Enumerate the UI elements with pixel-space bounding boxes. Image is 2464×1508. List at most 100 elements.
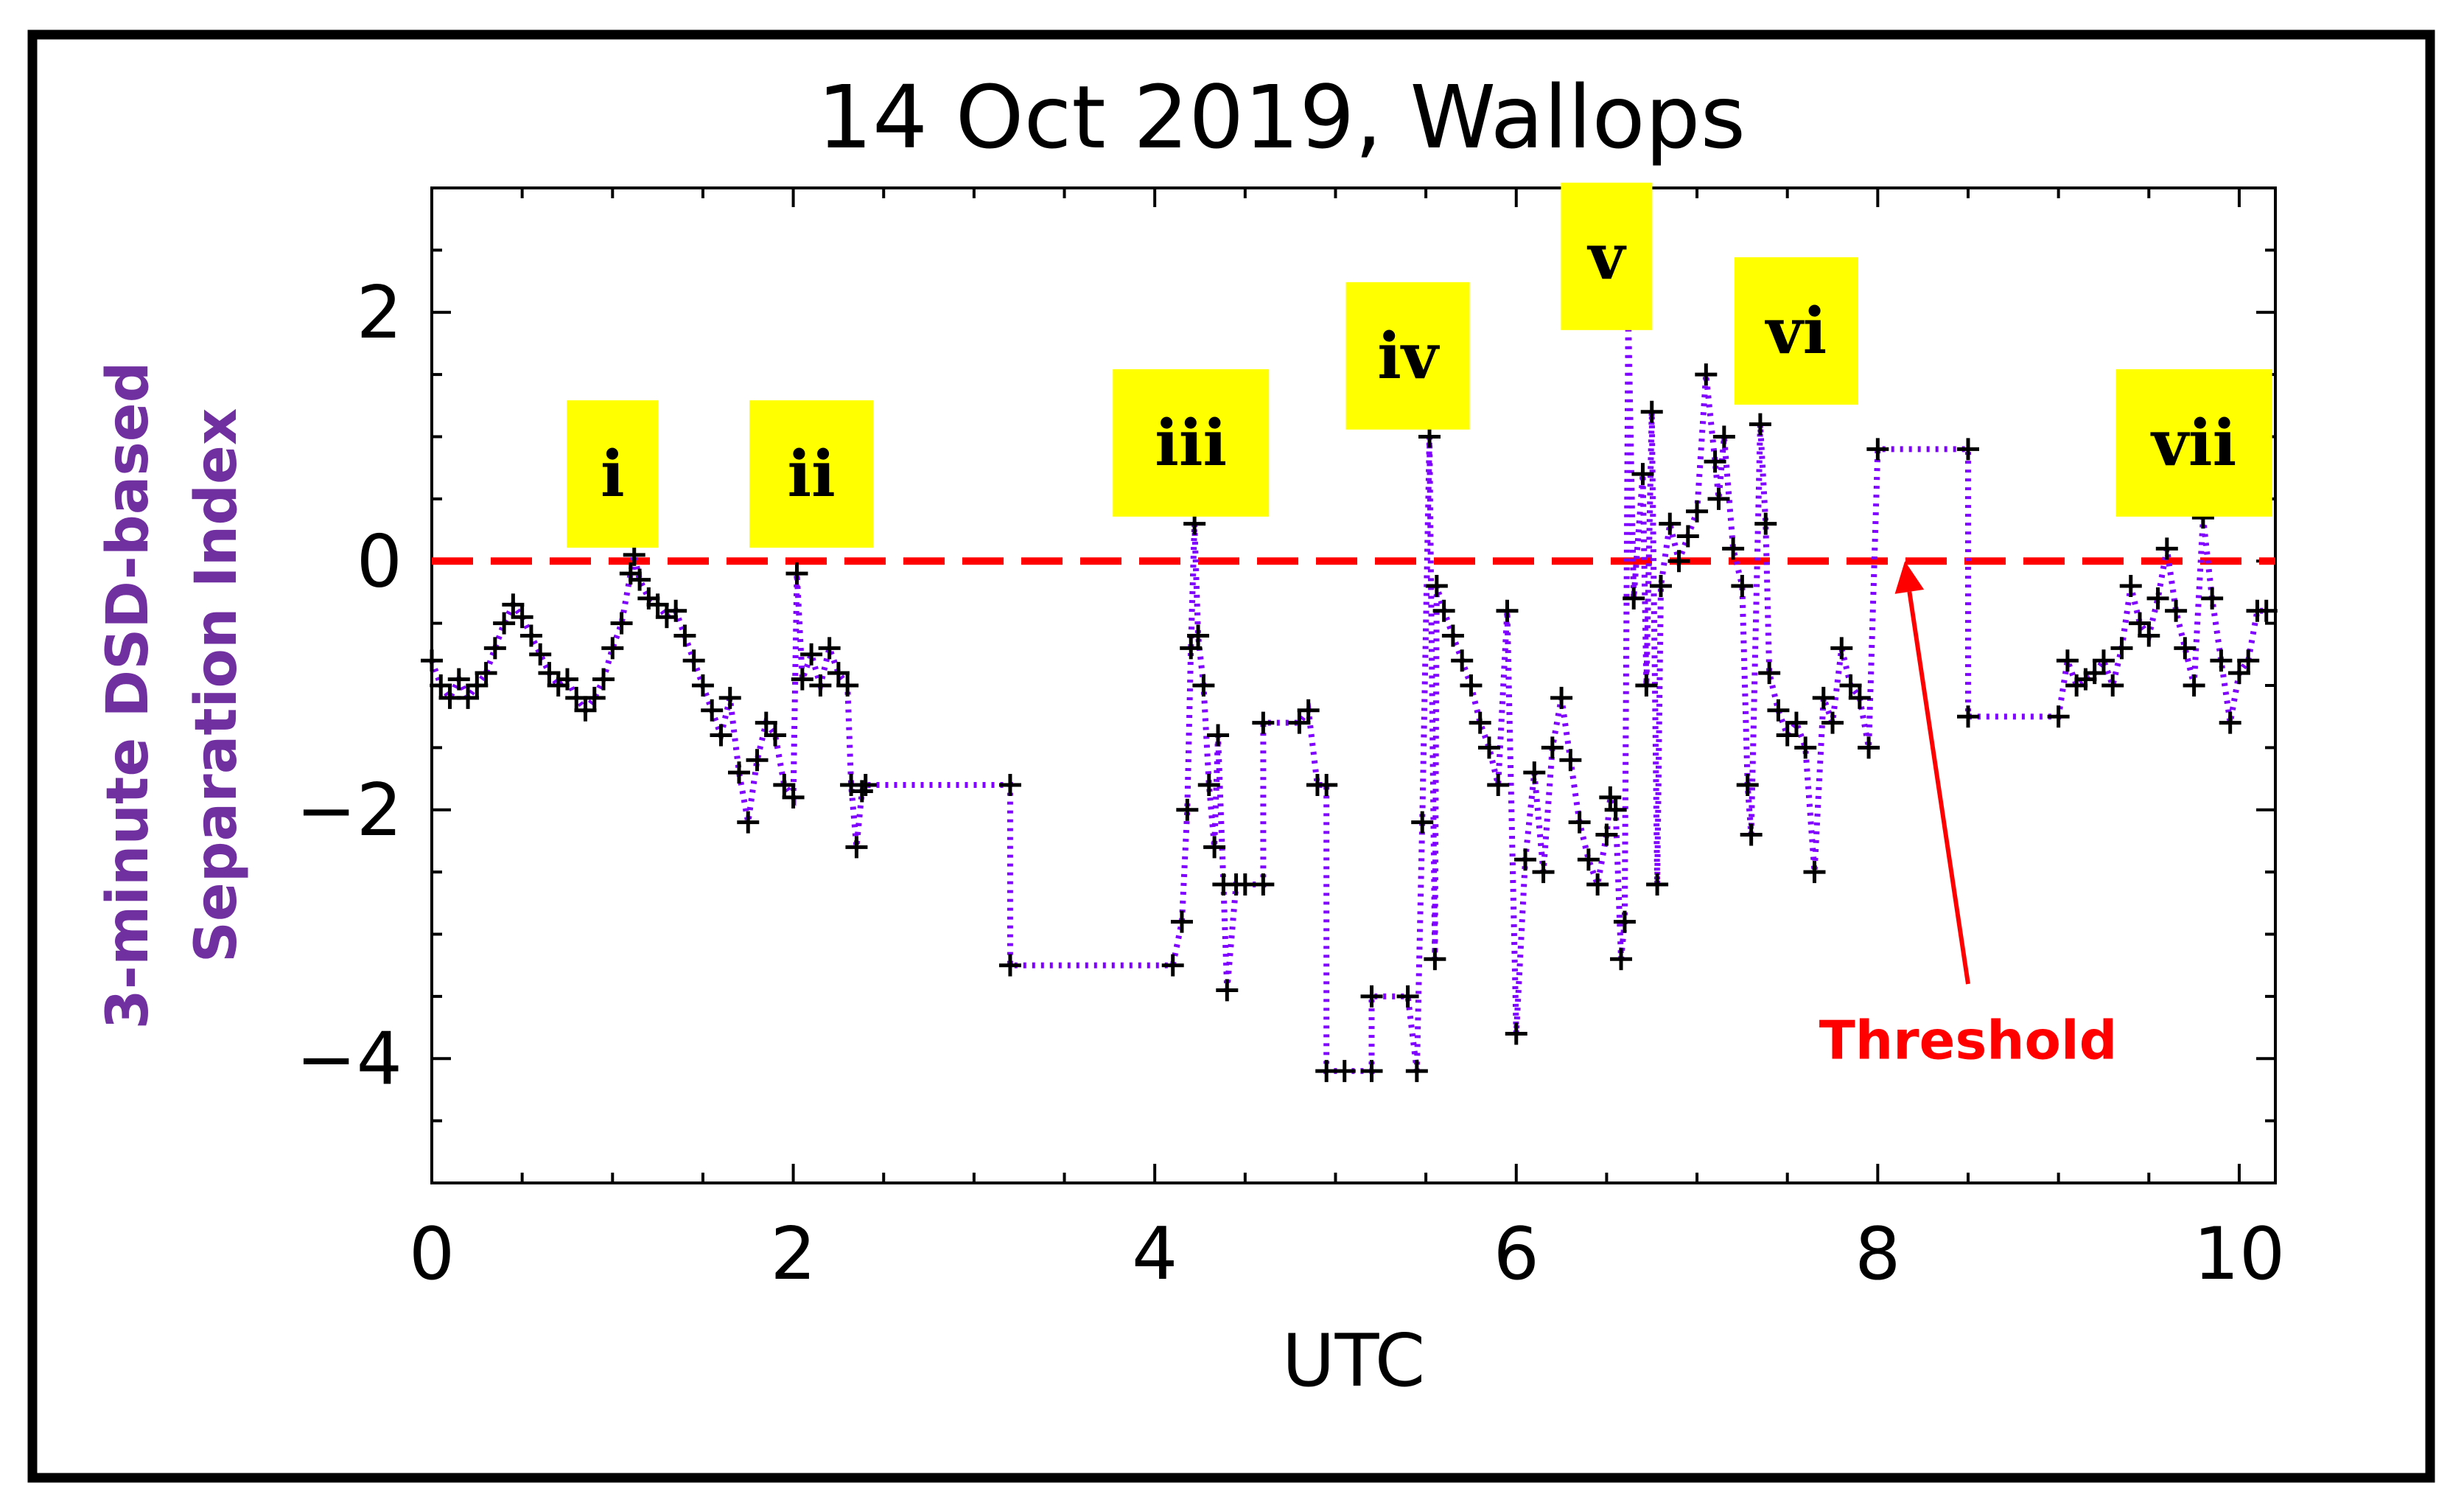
data-point <box>421 649 443 672</box>
data-point <box>1957 438 1979 461</box>
data-point <box>1469 711 1491 734</box>
y-tick-label: 2 <box>357 271 402 355</box>
data-point <box>1441 624 1464 647</box>
annotation-box <box>567 400 659 548</box>
data-point <box>673 624 696 647</box>
data-point <box>1405 1060 1428 1083</box>
y-axis-label: 3-minute DSD-based Separation Index <box>95 341 250 1029</box>
annotation-box <box>1734 257 1858 405</box>
data-point <box>1957 705 1979 728</box>
data-point <box>1432 599 1455 622</box>
data-point <box>2056 649 2079 672</box>
data-point <box>845 836 868 859</box>
data-point <box>998 954 1021 977</box>
annotation-vi: vi <box>1734 257 1858 405</box>
data-point <box>1541 736 1564 759</box>
data-point <box>1676 525 1699 548</box>
data-point <box>701 699 724 722</box>
data-point <box>1667 550 1690 573</box>
data-point <box>1858 736 1880 759</box>
data-point <box>646 593 669 616</box>
annotation-box <box>749 400 874 548</box>
annotation-vii: vii <box>2115 369 2272 517</box>
data-point <box>592 668 615 691</box>
data-point <box>827 662 850 685</box>
y-axis-label-line2: Separation Index <box>183 408 250 963</box>
data-point <box>1803 861 1826 884</box>
data-point <box>1424 948 1446 971</box>
data-point <box>1821 711 1844 734</box>
data-point <box>1505 1022 1527 1045</box>
data-point <box>2110 637 2133 660</box>
series-markers <box>421 301 2278 1083</box>
data-point <box>2092 649 2115 672</box>
data-point <box>493 612 516 635</box>
data-point <box>519 624 542 647</box>
data-point <box>1736 774 1759 796</box>
x-axis-label: UTC <box>1282 1319 1425 1403</box>
data-point <box>2146 587 2169 610</box>
annotation-label: iii <box>1155 406 1227 481</box>
annotation-label: v <box>1586 220 1627 294</box>
data-point <box>2138 624 2160 647</box>
x-tick-label: 6 <box>1494 1212 1539 1296</box>
data-point <box>629 568 651 591</box>
data-point <box>1599 786 1622 809</box>
data-point <box>1496 599 1519 622</box>
data-point <box>710 724 732 747</box>
x-tick-label: 2 <box>770 1212 816 1296</box>
data-point <box>430 674 452 697</box>
data-point <box>800 643 823 666</box>
data-point <box>1839 674 1862 697</box>
data-point <box>1180 637 1203 660</box>
data-point <box>556 668 578 691</box>
x-tick-label: 10 <box>2194 1212 2286 1296</box>
data-point <box>1396 985 1419 1008</box>
data-point <box>1252 873 1275 896</box>
data-point <box>1740 823 1763 846</box>
data-point <box>1722 537 1745 560</box>
threshold-arrowhead <box>1894 561 1925 594</box>
data-point <box>737 811 760 834</box>
data-point <box>529 643 552 666</box>
data-point <box>1514 848 1537 871</box>
annotation-i: i <box>567 400 659 548</box>
data-point <box>1586 873 1609 896</box>
annotation-box <box>1113 369 1270 517</box>
data-point <box>2047 705 2070 728</box>
data-point <box>1477 736 1500 759</box>
y-tick-label: 0 <box>357 520 402 604</box>
data-point <box>2237 649 2260 672</box>
data-point <box>746 749 769 772</box>
data-point <box>1197 774 1220 796</box>
data-point <box>1161 954 1184 977</box>
data-point <box>1866 438 1889 461</box>
data-point <box>1216 979 1239 1002</box>
data-point <box>1794 736 1817 759</box>
data-point <box>1785 711 1807 734</box>
data-point <box>447 668 470 691</box>
data-point <box>782 786 805 809</box>
data-point <box>682 649 705 672</box>
data-point <box>1460 674 1483 697</box>
data-point <box>475 662 497 685</box>
data-point <box>1767 699 1790 722</box>
data-point <box>773 774 796 796</box>
data-point <box>457 686 480 709</box>
data-point <box>466 674 489 697</box>
data-point <box>785 562 808 585</box>
data-point <box>1604 798 1627 821</box>
data-point <box>1487 774 1510 796</box>
data-point <box>1830 637 1853 660</box>
annotation-label: ii <box>787 437 835 512</box>
data-point <box>728 761 750 784</box>
data-point <box>818 637 841 660</box>
x-tick-label: 4 <box>1132 1212 1177 1296</box>
data-point <box>1360 985 1383 1008</box>
data-point <box>1646 873 1669 896</box>
data-point <box>764 724 787 747</box>
data-point <box>1451 649 1474 672</box>
data-point <box>511 606 533 629</box>
x-tick-label: 8 <box>1855 1212 1900 1296</box>
